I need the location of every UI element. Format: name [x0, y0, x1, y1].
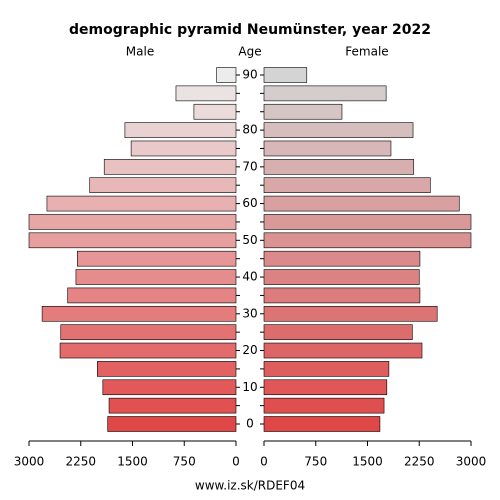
x-tick-label: 1500	[117, 455, 148, 469]
bar	[263, 379, 388, 396]
bar	[263, 214, 472, 230]
bar	[124, 122, 237, 138]
bar	[263, 342, 423, 359]
bar	[60, 324, 237, 340]
age-label: 10	[242, 380, 257, 394]
legend-male: Male	[126, 45, 154, 59]
bar	[130, 140, 237, 157]
age-label: 50	[242, 233, 257, 247]
x-tick-label: 2250	[404, 455, 435, 469]
bar	[89, 177, 237, 194]
bar	[263, 232, 472, 249]
bar	[263, 416, 381, 432]
bar	[108, 397, 237, 414]
legend-female: Female	[345, 45, 388, 59]
age-label: 40	[242, 270, 257, 284]
x-tick-label: 1500	[352, 455, 383, 469]
age-label: 60	[242, 196, 257, 210]
age-label: 0	[246, 417, 254, 431]
chart-title: demographic pyramid Neumünster, year 202…	[69, 22, 431, 38]
age-label: 70	[242, 159, 257, 173]
bar	[77, 250, 237, 267]
bar	[263, 140, 392, 157]
bar	[263, 305, 438, 322]
bar	[107, 416, 237, 432]
bar	[263, 269, 420, 285]
x-tick-label: 2250	[65, 455, 96, 469]
age-label: 20	[242, 343, 257, 357]
age-label: 30	[242, 306, 257, 320]
bar	[46, 195, 237, 212]
bar	[263, 122, 414, 138]
bar	[216, 67, 237, 83]
bar	[193, 103, 237, 120]
bar	[103, 159, 237, 175]
bar	[41, 305, 237, 322]
bar	[263, 397, 385, 414]
bar	[263, 361, 390, 377]
x-tick-label: 750	[173, 455, 196, 469]
bar	[263, 250, 421, 267]
x-tick-label: 0	[260, 455, 268, 469]
bar	[28, 232, 237, 249]
bar	[59, 342, 237, 359]
bar	[263, 177, 431, 194]
bar	[263, 195, 460, 212]
age-label: 90	[242, 68, 257, 82]
bar	[263, 85, 387, 102]
bar	[263, 287, 421, 304]
bar	[263, 67, 308, 83]
bar	[67, 287, 237, 304]
bar	[175, 85, 237, 102]
bar	[28, 214, 237, 230]
bar	[97, 361, 237, 377]
bar	[263, 324, 413, 340]
x-tick-label: 3000	[456, 455, 487, 469]
bar	[102, 379, 237, 396]
footer: www.iz.sk/RDEF04	[195, 479, 305, 493]
x-tick-label: 3000	[14, 455, 45, 469]
x-tick-label: 750	[304, 455, 327, 469]
bar	[263, 159, 415, 175]
age-label: 80	[242, 123, 257, 137]
axis-label: Age	[238, 45, 261, 59]
x-tick-label: 0	[232, 455, 240, 469]
bar	[263, 103, 343, 120]
bar	[75, 269, 237, 285]
